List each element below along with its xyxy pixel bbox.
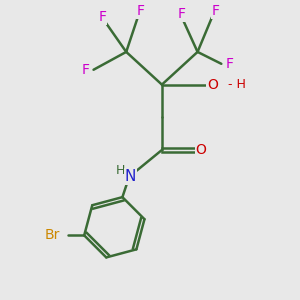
Text: F: F: [177, 7, 185, 21]
Text: - H: - H: [228, 78, 246, 91]
Text: H: H: [116, 164, 126, 177]
Text: N: N: [125, 169, 136, 184]
Text: F: F: [82, 63, 90, 77]
Text: F: F: [98, 10, 106, 24]
Text: F: F: [137, 4, 145, 18]
Text: Br: Br: [45, 228, 60, 242]
Text: F: F: [226, 57, 234, 71]
Text: O: O: [196, 143, 207, 157]
Text: F: F: [212, 4, 219, 18]
Text: O: O: [207, 78, 218, 92]
